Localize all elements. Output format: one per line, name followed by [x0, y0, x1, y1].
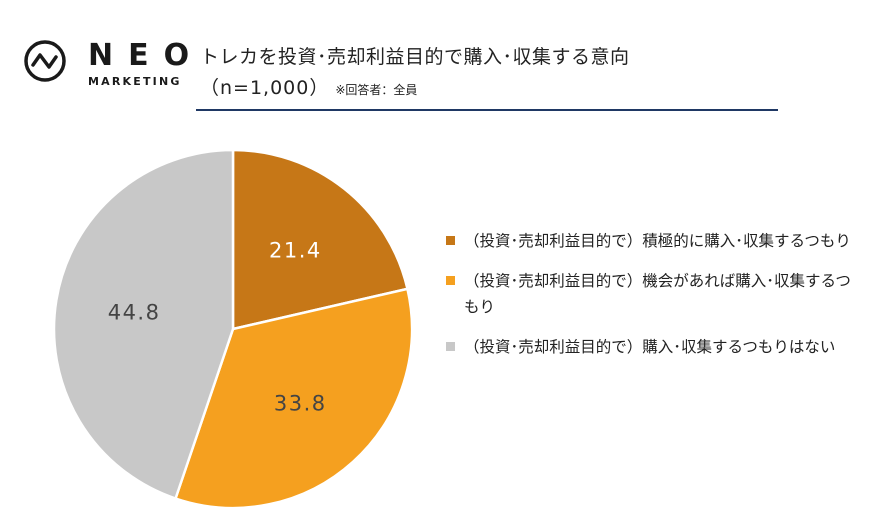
legend-item-2: （投資･売却利益目的で）機会があれば購入･収集するつもり: [446, 268, 866, 320]
legend-item-1: （投資･売却利益目的で）積極的に購入･収集するつもり: [446, 228, 866, 254]
logo-subtext: MARKETING: [88, 75, 182, 88]
legend-marker-3: [446, 342, 455, 351]
logo-wordmark: NEO: [88, 38, 205, 73]
legend-item-3: （投資･売却利益目的で）購入･収集するつもりはない: [446, 334, 866, 360]
chart-title: トレカを投資･売却利益目的で購入･収集する意向: [200, 46, 630, 68]
pie-slice-3: [52, 148, 235, 500]
pie-data-label-2: 33.8: [274, 391, 327, 415]
sample-size: （n=1,000）: [200, 77, 330, 99]
logo-pulse-icon: [24, 40, 66, 82]
legend-label-3: （投資･売却利益目的で）購入･収集するつもりはない: [464, 338, 836, 356]
pie-slice-1: [231, 148, 409, 331]
pie-data-label-1: 21.4: [269, 239, 322, 263]
chart-subtitle: （n=1,000） ※回答者：全員: [200, 73, 417, 100]
chart-legend: （投資･売却利益目的で）積極的に購入･収集するつもり （投資･売却利益目的で）機会…: [446, 228, 866, 374]
pie-data-label-3: 44.8: [108, 301, 161, 325]
neo-marketing-logo: NEO MARKETING: [22, 38, 192, 98]
legend-marker-2: [446, 276, 455, 285]
respondent-note: ※回答者：全員: [335, 83, 418, 97]
legend-label-2: （投資･売却利益目的で）機会があれば購入･収集するつもり: [464, 272, 851, 316]
title-underline: [196, 109, 778, 111]
legend-marker-1: [446, 236, 455, 245]
pie-slice-2: [174, 287, 414, 510]
legend-label-1: （投資･売却利益目的で）積極的に購入･収集するつもり: [464, 232, 851, 250]
